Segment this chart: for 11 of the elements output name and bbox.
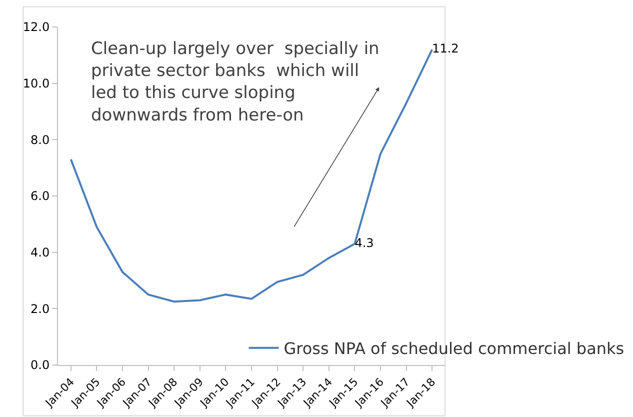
data-label: 11.2 <box>432 42 459 56</box>
y-tick-label: 12.0 <box>22 20 50 34</box>
y-tick-label: 4.0 <box>30 246 50 260</box>
data-label: 4.3 <box>354 236 374 250</box>
y-tick-label: 8.0 <box>30 132 50 147</box>
y-tick-label: 10.0 <box>22 76 50 91</box>
y-tick-label: 6.0 <box>30 189 50 204</box>
y-tick-label: 2.0 <box>30 302 50 316</box>
legend-label: Gross NPA of scheduled commercial banks <box>284 339 624 358</box>
y-tick-label: 0.0 <box>30 358 50 372</box>
annotation: Clean-up largely over specially in private sector banks which will led to this curve sloping downwards from here-on <box>91 39 380 126</box>
